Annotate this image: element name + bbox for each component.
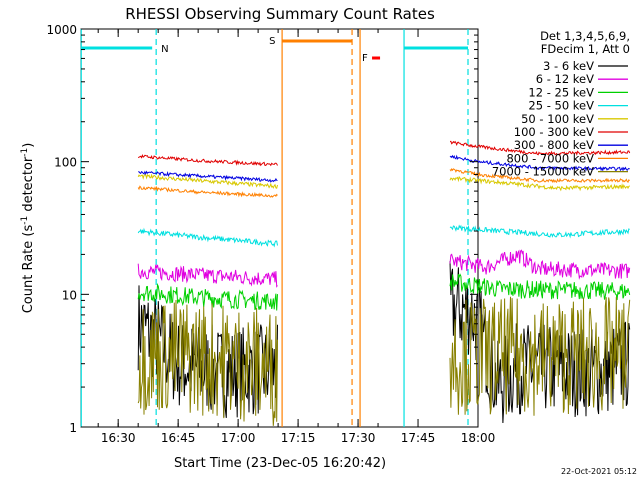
series-line bbox=[449, 224, 630, 239]
y-axis-label-sup1: -1 bbox=[20, 216, 30, 225]
legend-entry: 300 - 800 keV bbox=[514, 138, 594, 152]
y-axis-label-sup2: -1 bbox=[20, 148, 30, 157]
y-tick-label: 100 bbox=[54, 156, 77, 170]
legend-entry: 50 - 100 keV bbox=[521, 112, 594, 126]
y-axis-label: Count Rate (s-1 detector-1) bbox=[20, 143, 36, 314]
x-tick-label: 16:30 bbox=[101, 431, 136, 445]
series-line bbox=[449, 154, 630, 172]
legend-entry: 12 - 25 keV bbox=[528, 85, 594, 99]
series-line bbox=[449, 167, 631, 184]
x-tick-label: 17:45 bbox=[401, 431, 436, 445]
series-line bbox=[137, 299, 278, 426]
y-axis-label-end: ) bbox=[21, 143, 36, 148]
series-layer bbox=[137, 140, 631, 426]
x-tick-label: 18:00 bbox=[461, 431, 496, 445]
series-line bbox=[137, 227, 278, 248]
x-tick-label: 16:45 bbox=[161, 431, 196, 445]
y-axis-label-mid: detector bbox=[21, 156, 36, 216]
axis-ticks: 16:30 16:45 17:00 17:15 17:30 17:45 18:00 1 10 10… bbox=[46, 23, 495, 445]
series-line bbox=[449, 175, 631, 192]
x-tick-label: 17:30 bbox=[341, 431, 376, 445]
series-line bbox=[137, 285, 278, 418]
chart-title: RHESSI Observing Summary Count Rates bbox=[125, 5, 435, 23]
legend-entry: 7000 - 15000 keV bbox=[492, 165, 594, 179]
series-line bbox=[137, 282, 278, 311]
y-tick-label: 10 bbox=[62, 288, 77, 302]
legend-header-1: Det 1,3,4,5,6,9, bbox=[540, 29, 630, 43]
legend-entry: 6 - 12 keV bbox=[536, 72, 594, 86]
series-line bbox=[449, 249, 631, 280]
flare-label: F bbox=[362, 53, 368, 64]
legend: Det 1,3,4,5,6,9, FDecim 1, Att 0 3 - 6 k… bbox=[492, 29, 630, 179]
series-line bbox=[137, 263, 278, 288]
y-tick-label: 1000 bbox=[46, 23, 77, 37]
legend-entry: 3 - 6 keV bbox=[543, 59, 594, 73]
y-tick-label: 1 bbox=[69, 421, 77, 435]
series-line bbox=[138, 170, 278, 183]
legend-entry: 100 - 300 keV bbox=[514, 125, 594, 139]
series-line bbox=[137, 154, 278, 167]
legend-entry: 800 - 7000 keV bbox=[506, 151, 594, 165]
x-axis-label: Start Time (23-Dec-05 16:20:42) bbox=[174, 456, 386, 471]
legend-header-2: FDecim 1, Att 0 bbox=[541, 42, 630, 56]
x-tick-label: 17:00 bbox=[221, 431, 256, 445]
x-tick-label: 17:15 bbox=[281, 431, 316, 445]
plot-area: NSF 16:30 16:45 17:00 17:15 17:30 17:45 18:001… bbox=[46, 23, 631, 445]
saa-label: S bbox=[269, 36, 275, 47]
series-line bbox=[449, 273, 631, 301]
series-line bbox=[450, 140, 631, 157]
night-label: N bbox=[161, 44, 168, 55]
legend-entry: 25 - 50 keV bbox=[528, 99, 594, 113]
series-line bbox=[137, 173, 278, 189]
series-line bbox=[137, 185, 278, 198]
series-line bbox=[449, 296, 631, 416]
y-axis-label-main: Count Rate (s bbox=[21, 225, 36, 314]
footer-date: 22-Oct-2021 05:12 bbox=[561, 467, 637, 476]
